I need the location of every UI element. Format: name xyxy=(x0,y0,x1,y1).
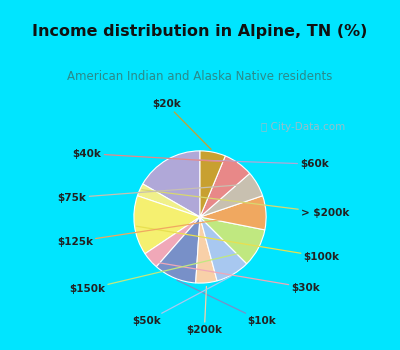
Wedge shape xyxy=(200,196,266,230)
Text: $20k: $20k xyxy=(152,99,211,149)
Text: American Indian and Alaska Native residents: American Indian and Alaska Native reside… xyxy=(67,70,333,83)
Text: $50k: $50k xyxy=(133,276,231,326)
Wedge shape xyxy=(134,196,200,254)
Wedge shape xyxy=(200,217,247,281)
Text: $30k: $30k xyxy=(152,262,320,293)
Text: $150k: $150k xyxy=(69,249,256,294)
Text: ⓘ City-Data.com: ⓘ City-Data.com xyxy=(261,121,345,132)
Text: $60k: $60k xyxy=(169,159,329,169)
Text: $200k: $200k xyxy=(186,286,222,335)
Wedge shape xyxy=(200,156,250,217)
Text: $75k: $75k xyxy=(58,184,255,203)
Text: $40k: $40k xyxy=(73,148,236,162)
Wedge shape xyxy=(200,173,263,217)
Text: Income distribution in Alpine, TN (%): Income distribution in Alpine, TN (%) xyxy=(32,24,368,39)
Text: > $200k: > $200k xyxy=(142,190,349,218)
Wedge shape xyxy=(145,217,200,267)
Text: $10k: $10k xyxy=(177,280,276,326)
Wedge shape xyxy=(156,217,200,283)
Wedge shape xyxy=(137,184,200,217)
Text: $125k: $125k xyxy=(57,213,264,247)
Wedge shape xyxy=(200,217,265,264)
Text: $100k: $100k xyxy=(136,226,340,262)
Wedge shape xyxy=(196,217,217,283)
Wedge shape xyxy=(143,151,200,217)
Wedge shape xyxy=(200,151,225,217)
